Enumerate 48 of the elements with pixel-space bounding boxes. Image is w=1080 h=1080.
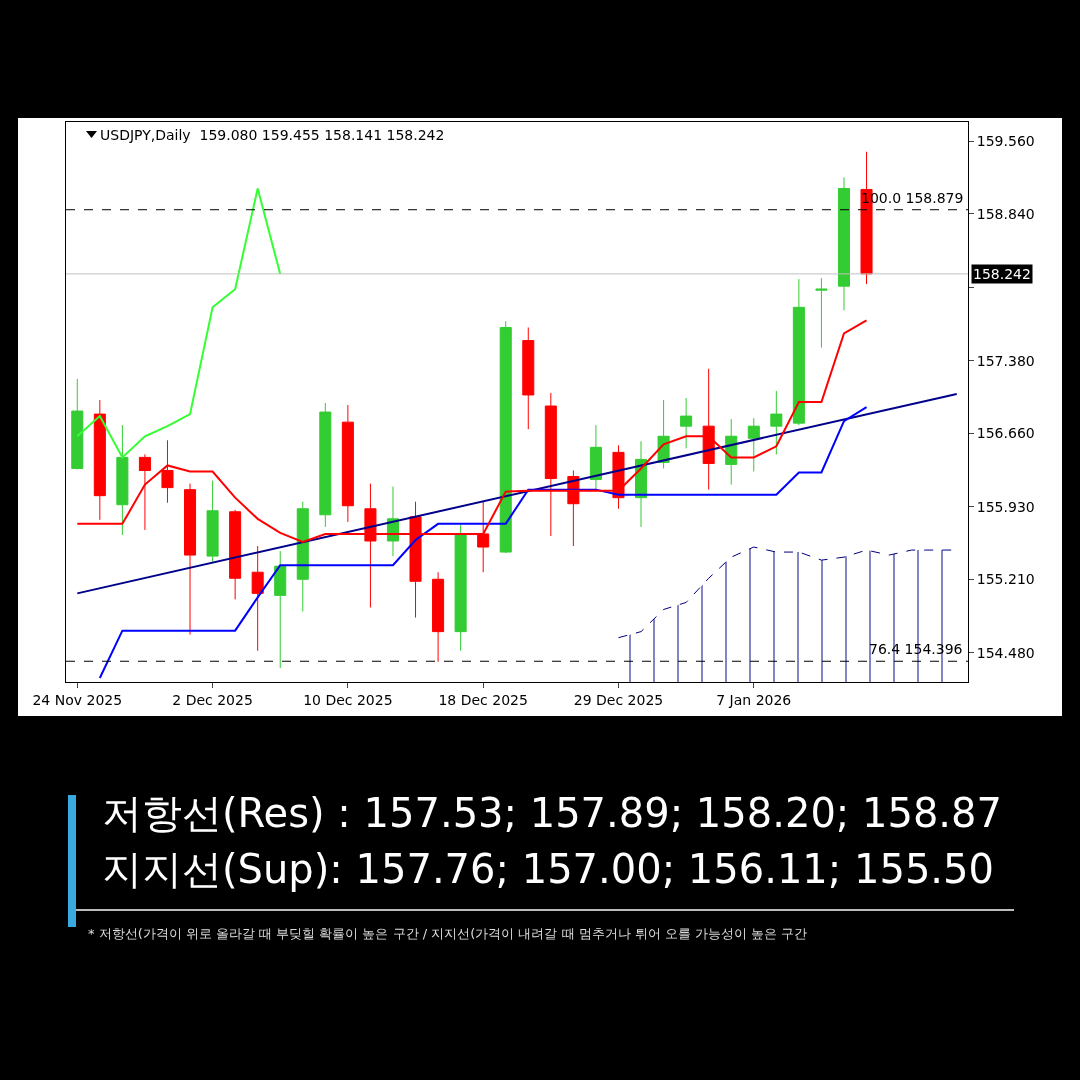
candlestick [612,444,625,510]
line-series [76,187,282,459]
candlestick [747,417,760,472]
candlestick [341,404,354,523]
text: 지지선(Sup): 157.76; 157.00; 156.11; 155.50 [101,845,995,894]
x-tick-label: 2 Dec 2025 [172,691,253,708]
candlestick [499,320,512,554]
candlestick [837,176,850,311]
candlestick [116,424,129,536]
y-tick-label: 154.480 [976,644,1035,661]
candlestick [296,501,309,612]
candlestick [93,399,106,521]
x-tick-label: 24 Nov 2025 [32,691,123,708]
y-tick-label: 155.210 [976,571,1035,588]
candlestick [184,483,197,636]
ref-line-label: 76.4 154.396 [869,641,963,657]
candlestick [702,368,715,491]
y-tick-label: 156.660 [976,425,1035,442]
y-tick-label: 155.930 [976,498,1035,515]
candlestick [71,378,84,470]
x-tick-label: 29 Dec 2025 [573,691,664,708]
candlestick [432,571,445,663]
text: * 저항선(가격이 위로 올라갈 때 부딪힐 확률이 높은 구간 / 지지선(가격이 내려갈 때 멈추거나 튀어 오를 가능성이 높은 구간 [87,925,809,943]
x-tick-label: 7 Jan 2026 [716,691,792,708]
y-tick-label: 158.840 [976,205,1035,222]
candlestick [589,424,602,492]
candlestick [274,550,287,669]
candlestick [206,480,219,563]
candlestick [770,390,783,455]
candlestick [792,278,805,426]
ref-line-label: 158.242 [973,266,1031,282]
line-series [98,406,868,679]
text: 저항선(Res) : 157.53; 157.89; 158.20; 158.87 [101,789,1003,838]
x-tick-label: 10 Dec 2025 [303,691,393,708]
y-tick-label: 157.380 [976,352,1035,369]
candlestick [138,453,151,531]
candlestick [229,509,242,600]
candlestick [454,524,467,652]
candlestick [522,326,535,430]
chart-title: USDJPY,Daily 159.080 159.455 158.141 158.242 [100,127,445,143]
candlestick [544,392,557,537]
y-tick-label: 159.560 [976,133,1035,150]
candlestick [815,277,828,349]
candlestick [251,545,264,652]
candlestick [319,402,332,528]
candlestick [680,397,693,449]
x-tick-label: 18 Dec 2025 [438,691,528,708]
candlestick [161,439,174,504]
